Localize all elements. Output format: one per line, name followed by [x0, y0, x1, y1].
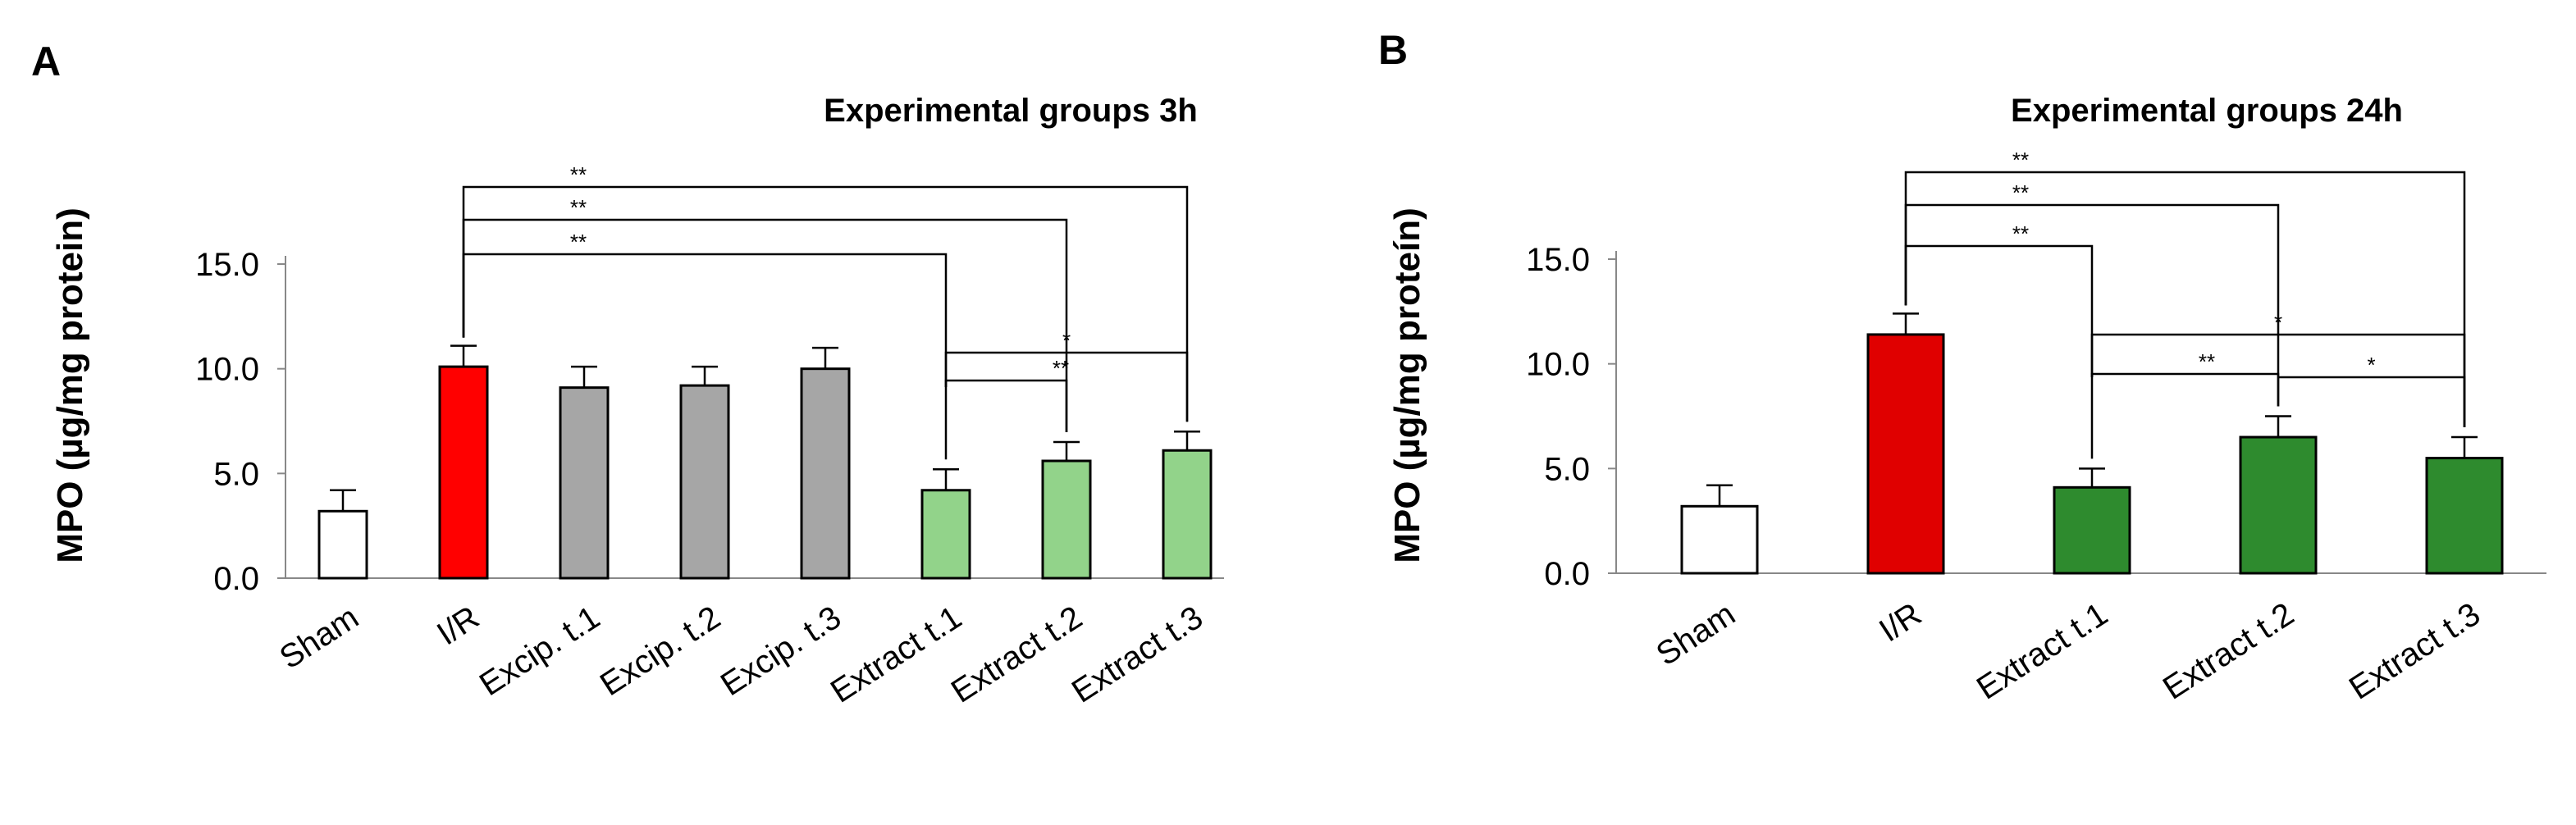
panel-b-axes: 0.0 5.0 10.0 15.0 [1526, 242, 2546, 592]
panel-b-bar [2053, 485, 2131, 575]
panel-b-significance: ********* * [1904, 148, 2466, 459]
panel-b-title: Experimental groups 24h [2011, 93, 2403, 129]
panel-b-significance-label: * [2274, 310, 2282, 335]
panel-a-x-tick-label: Extract t.2 [945, 599, 1089, 710]
panel-a-error-bar [933, 467, 959, 490]
panel-a-significance: ********* [462, 162, 1189, 460]
panel-b-significance-label: ** [2012, 180, 2029, 205]
panel-a-bar [920, 489, 971, 580]
panel-a-significance-label: ** [570, 230, 587, 254]
panel-b-error-bar [2079, 467, 2105, 488]
panel-a-significance-label: ** [570, 162, 587, 187]
panel-a-error-bar [450, 344, 477, 367]
panel-a-y-axis-label: MPO (µg/mg protein) [50, 207, 90, 563]
panel-a-error-bar [1053, 440, 1080, 462]
panel-a-x-tick-label: Sham [273, 599, 365, 677]
panel-a-x-tick-label: I/R [431, 599, 486, 653]
panel-b-x-tick-label: Extract t.2 [2157, 596, 2300, 707]
panel-a-letter: A [31, 39, 61, 84]
panel-a-x-tick-label: Excip. t.2 [594, 599, 727, 704]
panel-b-y-tick-label: 5.0 [1544, 451, 1590, 487]
panel-a-x-tick-label: Excip. t.1 [473, 599, 606, 704]
panel-a-x-tick-label: Excip. t.3 [715, 599, 847, 704]
panel-a-y-tick-label: 15.0 [195, 247, 259, 283]
panel-a-bar [800, 367, 851, 580]
panel-b-error-bar [2451, 435, 2478, 458]
panel-b-bar [2239, 435, 2318, 575]
panel-a-y-tick-label: 0.0 [213, 561, 259, 597]
panel-b-y-tick-label: 0.0 [1544, 556, 1590, 592]
panel-a-y-tick-label: 10.0 [195, 352, 259, 388]
panel-b-bar [2425, 457, 2504, 575]
panel-a-significance-label: ** [570, 195, 587, 220]
panel-a-bar [317, 509, 368, 580]
panel-b-error-bar [1706, 484, 1733, 507]
panel-a-x-tick-label: Extract t.3 [1066, 599, 1209, 710]
panel-a-significance-bracket: ** [462, 195, 1068, 433]
panel-b-significance-bracket: ** [2090, 349, 2280, 407]
panel-b-significance-label: ** [2012, 148, 2029, 172]
panel-b-error-bar [1893, 312, 1919, 335]
panel-a-bar [679, 384, 730, 580]
panel-b-significance-label: ** [2199, 349, 2215, 374]
panel-a-significance-bracket: * [944, 328, 1189, 422]
panel-a-bar [559, 386, 610, 580]
panel-a-significance-bracket: ** [944, 356, 1069, 433]
panel-b-significance-label: ** [2012, 221, 2029, 246]
panel-b: B Experimental groups 24h MPO (µg/mg pro… [1378, 27, 2546, 707]
panel-a-error-bar [812, 346, 838, 369]
panel-a-bar [1162, 449, 1213, 580]
panel-a-x-tick-label: Extract t.1 [824, 599, 968, 710]
panel-a-error-bar [571, 365, 597, 388]
panel-a-y-tick-label: 5.0 [213, 456, 259, 492]
panel-b-bar [1866, 333, 1945, 575]
panel-a-significance-label: * [1062, 328, 1071, 353]
panel-b-significance-bracket: ** [1904, 148, 2466, 428]
panel-b-significance-label: * [2367, 353, 2375, 377]
panel-a-error-bar [330, 489, 356, 512]
panel-b-x-tick-label: Extract t.3 [2343, 596, 2487, 707]
panel-b-x-tick-label: Sham [1650, 596, 1742, 673]
panel-b-y-tick-label: 10.0 [1526, 347, 1590, 383]
panel-b-x-tick-label: I/R [1873, 596, 1928, 650]
panel-a-error-bar [1174, 431, 1200, 451]
panel-b-letter: B [1378, 27, 1408, 73]
panel-b-bar [1680, 504, 1759, 575]
panel-a-error-bar [692, 365, 718, 386]
panel-a-axes: 0.0 5.0 10.0 15.0 [195, 247, 1224, 597]
panel-b-error-bar [2265, 415, 2291, 438]
panel-b-x-tick-label: Extract t.1 [1971, 596, 2114, 707]
panel-b-significance-bracket: * [2278, 353, 2466, 428]
panel-a-bar [438, 365, 489, 580]
panel-b-y-tick-label: 15.0 [1526, 242, 1590, 278]
panel-a: A Experimental groups 3h MPO (µg/mg prot… [31, 39, 1224, 710]
panel-b-y-axis-label: MPO (µg/mg proteín) [1387, 207, 1427, 563]
panel-a-bar [1041, 459, 1092, 580]
panel-a-significance-label: ** [1053, 356, 1069, 381]
panel-a-title: Experimental groups 3h [824, 93, 1198, 129]
